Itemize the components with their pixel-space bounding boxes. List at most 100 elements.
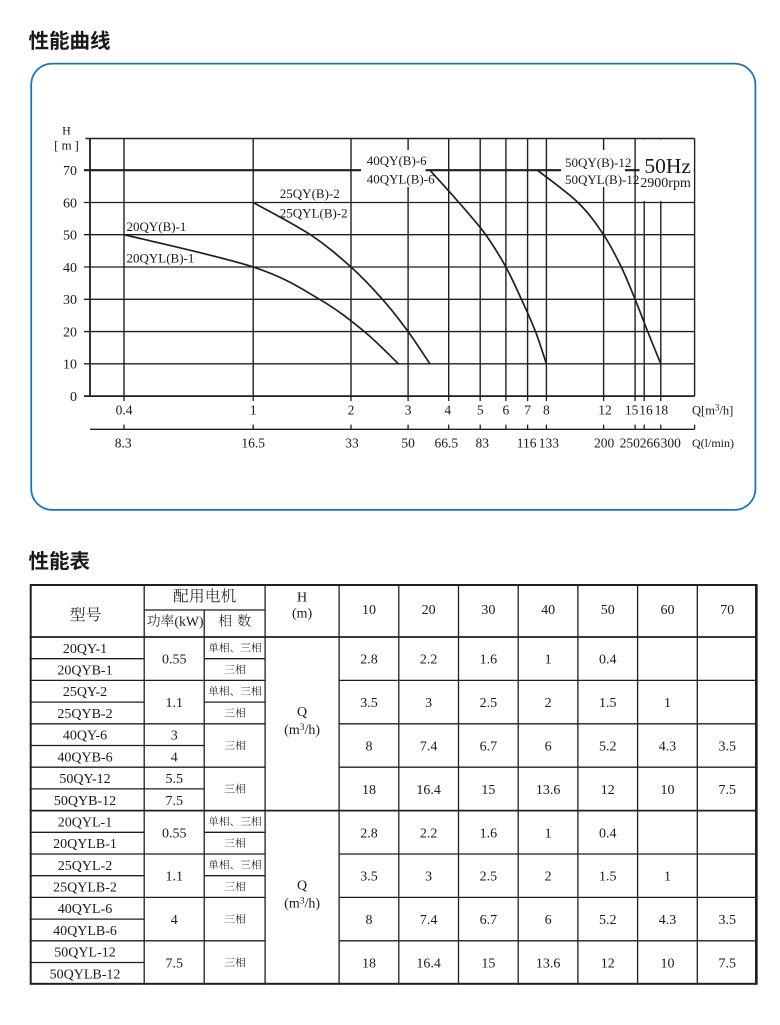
svg-text:50: 50 xyxy=(401,435,415,450)
svg-text:20QY(B)-1: 20QY(B)-1 xyxy=(127,219,187,234)
svg-text:16.4: 16.4 xyxy=(416,783,441,798)
svg-text:40QYL(B)-6: 40QYL(B)-6 xyxy=(367,172,435,187)
svg-text:6.7: 6.7 xyxy=(480,740,498,755)
svg-text:250: 250 xyxy=(620,435,641,450)
svg-text:6: 6 xyxy=(545,740,552,755)
svg-text:40QY-6: 40QY-6 xyxy=(63,729,107,744)
svg-text:60: 60 xyxy=(661,603,675,618)
svg-text:25QYL-2: 25QYL-2 xyxy=(58,859,112,874)
svg-text:H: H xyxy=(62,124,71,138)
svg-text:300: 300 xyxy=(661,435,682,450)
svg-text:1.6: 1.6 xyxy=(480,653,498,668)
svg-text:16.4: 16.4 xyxy=(416,957,441,972)
svg-text:6: 6 xyxy=(503,403,510,418)
svg-text:5.2: 5.2 xyxy=(599,740,617,755)
svg-text:2: 2 xyxy=(545,870,552,885)
svg-text:20QYL(B)-1: 20QYL(B)-1 xyxy=(127,251,195,266)
svg-text:(m3/h): (m3/h) xyxy=(284,896,320,911)
svg-text:3.5: 3.5 xyxy=(360,870,378,885)
svg-text:70: 70 xyxy=(720,603,734,618)
svg-text:4.3: 4.3 xyxy=(659,740,677,755)
svg-text:50QYLB-12: 50QYLB-12 xyxy=(50,967,121,982)
svg-text:25QYB-2: 25QYB-2 xyxy=(57,707,112,722)
svg-text:13.6: 13.6 xyxy=(536,783,561,798)
svg-text:[m]: [m] xyxy=(54,138,82,153)
svg-text:83: 83 xyxy=(475,435,489,450)
svg-text:40QYLB-6: 40QYLB-6 xyxy=(53,924,117,939)
svg-text:15: 15 xyxy=(481,957,495,972)
svg-text:50QYL-12: 50QYL-12 xyxy=(54,946,115,961)
svg-text:40QY(B)-6: 40QY(B)-6 xyxy=(367,153,427,168)
svg-text:1: 1 xyxy=(545,653,552,668)
svg-text:0.55: 0.55 xyxy=(162,653,187,668)
svg-text:3: 3 xyxy=(171,729,178,744)
svg-text:8: 8 xyxy=(543,403,550,418)
svg-text:30: 30 xyxy=(481,603,495,618)
svg-text:66.5: 66.5 xyxy=(434,435,458,450)
svg-text:50: 50 xyxy=(63,229,77,244)
svg-text:0.4: 0.4 xyxy=(599,826,617,841)
svg-text:0.4: 0.4 xyxy=(599,653,617,668)
svg-text:3: 3 xyxy=(425,696,432,711)
svg-text:18: 18 xyxy=(362,957,376,972)
svg-text:50QY-12: 50QY-12 xyxy=(59,772,110,787)
svg-text:25QYL(B)-2: 25QYL(B)-2 xyxy=(280,206,348,221)
svg-text:(m): (m) xyxy=(292,607,313,622)
svg-text:200: 200 xyxy=(594,435,615,450)
svg-text:1.1: 1.1 xyxy=(165,870,183,885)
svg-text:12: 12 xyxy=(601,783,615,798)
svg-text:10: 10 xyxy=(661,783,675,798)
svg-text:2.8: 2.8 xyxy=(360,653,378,668)
svg-text:20: 20 xyxy=(422,603,436,618)
svg-text:1.6: 1.6 xyxy=(480,826,498,841)
svg-text:20: 20 xyxy=(63,326,77,341)
svg-text:15: 15 xyxy=(481,783,495,798)
svg-text:50QYB-12: 50QYB-12 xyxy=(54,794,116,809)
svg-text:7.5: 7.5 xyxy=(165,957,183,972)
svg-text:1: 1 xyxy=(250,403,257,418)
svg-text:5: 5 xyxy=(477,403,484,418)
svg-text:70: 70 xyxy=(63,164,77,179)
svg-text:2.5: 2.5 xyxy=(480,696,498,711)
svg-text:H: H xyxy=(297,590,307,605)
svg-text:2900rpm: 2900rpm xyxy=(640,176,691,191)
svg-text:10: 10 xyxy=(661,957,675,972)
svg-text:50QYL(B)-12: 50QYL(B)-12 xyxy=(565,172,639,187)
svg-text:25QYLB-2: 25QYLB-2 xyxy=(53,881,117,896)
svg-text:Q(l/min): Q(l/min) xyxy=(692,436,734,450)
svg-text:25QY(B)-2: 25QY(B)-2 xyxy=(280,186,340,201)
svg-text:(m3/h): (m3/h) xyxy=(284,723,320,738)
svg-text:3.5: 3.5 xyxy=(718,740,736,755)
svg-text:Q: Q xyxy=(297,705,307,720)
svg-text:Q: Q xyxy=(297,878,307,893)
svg-text:12: 12 xyxy=(601,957,615,972)
svg-text:1: 1 xyxy=(545,826,552,841)
svg-text:1.1: 1.1 xyxy=(165,696,183,711)
svg-text:50: 50 xyxy=(601,603,615,618)
svg-text:7.5: 7.5 xyxy=(165,794,183,809)
svg-text:40: 40 xyxy=(541,603,555,618)
svg-text:4: 4 xyxy=(171,750,178,765)
svg-text:50QY(B)-12: 50QY(B)-12 xyxy=(565,155,631,170)
svg-text:12: 12 xyxy=(598,403,612,418)
svg-text:40: 40 xyxy=(63,261,77,276)
svg-text:40QYB-6: 40QYB-6 xyxy=(57,750,112,765)
svg-text:1.5: 1.5 xyxy=(599,870,617,885)
svg-text:16.5: 16.5 xyxy=(241,435,265,450)
svg-text:1.5: 1.5 xyxy=(599,696,617,711)
svg-text:3: 3 xyxy=(425,870,432,885)
svg-text:20QY-1: 20QY-1 xyxy=(63,642,107,657)
svg-text:3.5: 3.5 xyxy=(718,913,736,928)
svg-text:33: 33 xyxy=(345,435,359,450)
svg-text:116: 116 xyxy=(517,435,537,450)
svg-text:8.3: 8.3 xyxy=(115,435,132,450)
svg-text:0.4: 0.4 xyxy=(116,403,133,418)
svg-text:20QYLB-1: 20QYLB-1 xyxy=(53,837,117,852)
svg-text:8: 8 xyxy=(366,740,373,755)
svg-text:2.2: 2.2 xyxy=(420,653,438,668)
svg-text:0: 0 xyxy=(70,390,77,405)
svg-text:7: 7 xyxy=(524,403,531,418)
svg-text:10: 10 xyxy=(63,358,77,373)
svg-text:18: 18 xyxy=(655,403,669,418)
svg-text:2.8: 2.8 xyxy=(360,826,378,841)
